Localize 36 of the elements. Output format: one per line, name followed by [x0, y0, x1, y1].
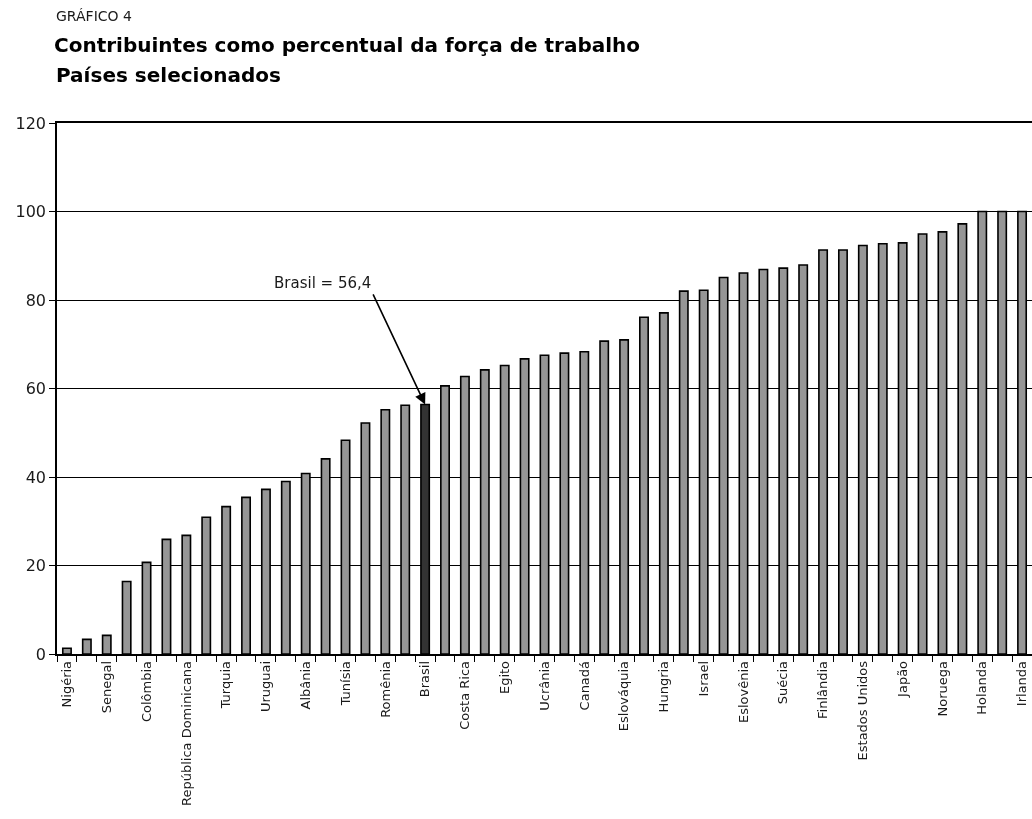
- y-tick-label: 120: [15, 113, 47, 133]
- x-tick-label: Brasil: [417, 660, 433, 698]
- x-tick-label: Noruega: [934, 660, 950, 717]
- y-tick-label: 40: [25, 467, 47, 487]
- x-tick-label: Finlândia: [815, 660, 831, 719]
- x-tick-label: Israel: [695, 660, 711, 697]
- x-tick-label: Uruguai: [258, 660, 274, 713]
- x-tick-label: Eslováquia: [616, 660, 632, 732]
- x-tick-label: Canadá: [576, 660, 592, 711]
- x-tick-label: Romênia: [377, 660, 393, 718]
- y-tick-label: 20: [25, 556, 47, 576]
- x-tick-label: Albânia: [297, 660, 313, 710]
- x-tick-label: Turquia: [218, 660, 234, 710]
- x-tick-label: Tunísia: [337, 660, 353, 707]
- x-tick-label: Estados Unidos: [855, 660, 871, 761]
- y-tick-label: 0: [35, 644, 47, 664]
- x-tick-label: Eslovênia: [735, 660, 751, 724]
- x-tick-label: Costa Rica: [457, 660, 473, 730]
- x-tick-label: Nigéria: [59, 660, 75, 708]
- x-tick-label: Egito: [496, 660, 512, 695]
- chart-subtitle: Países selecionados: [56, 63, 281, 87]
- x-tick-label: Suécia: [775, 660, 791, 705]
- x-tick-label: República Dominicana: [178, 660, 194, 807]
- x-tick-label: Hungria: [656, 660, 672, 713]
- x-tick-label: Senegal: [98, 660, 114, 714]
- annotation: Brasil = 56,4: [274, 274, 372, 292]
- y-tick-label: 80: [25, 290, 47, 310]
- x-tick-label: Holanda: [974, 660, 990, 715]
- x-tick-label: Japão: [894, 660, 910, 698]
- y-tick-label: 100: [15, 202, 47, 222]
- text: GRÁFICO 4: [56, 8, 133, 24]
- x-tick-label: Irlanda: [1014, 660, 1030, 707]
- chart-title: Contribuintes como percentual da força de trabalho: [54, 33, 641, 57]
- x-tick-label: Colômbia: [138, 660, 154, 723]
- y-tick-label: 60: [25, 379, 47, 399]
- x-tick-label: Ucrânia: [536, 660, 552, 711]
